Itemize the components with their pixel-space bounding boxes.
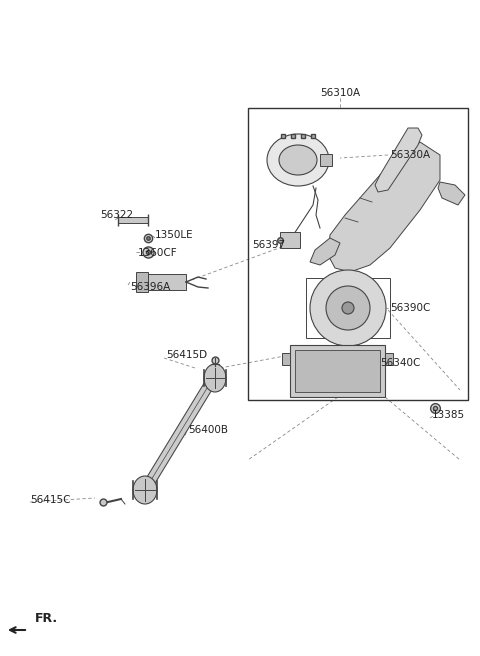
Bar xyxy=(320,154,332,166)
Ellipse shape xyxy=(204,364,226,392)
Text: 13385: 13385 xyxy=(432,410,465,420)
Bar xyxy=(385,353,393,365)
Text: 56397: 56397 xyxy=(252,240,285,250)
Bar xyxy=(136,272,148,292)
Text: 56330A: 56330A xyxy=(390,150,430,160)
Bar xyxy=(148,274,186,290)
Circle shape xyxy=(342,302,354,314)
Polygon shape xyxy=(328,142,440,272)
Circle shape xyxy=(310,270,386,346)
Text: 56415C: 56415C xyxy=(30,495,71,505)
Ellipse shape xyxy=(133,476,157,504)
Text: 56390C: 56390C xyxy=(390,303,431,313)
Ellipse shape xyxy=(279,145,317,175)
Bar xyxy=(248,108,468,400)
Ellipse shape xyxy=(267,134,329,186)
Polygon shape xyxy=(310,238,340,265)
Bar xyxy=(290,345,385,397)
Bar xyxy=(295,350,380,392)
Polygon shape xyxy=(438,182,465,205)
Bar xyxy=(118,217,148,223)
Circle shape xyxy=(326,286,370,330)
Text: 56400B: 56400B xyxy=(188,425,228,435)
Text: FR.: FR. xyxy=(35,611,58,625)
Polygon shape xyxy=(141,373,219,493)
Text: 1350LE: 1350LE xyxy=(155,230,193,240)
Text: 56415D: 56415D xyxy=(166,350,207,360)
Text: 56396A: 56396A xyxy=(130,282,170,292)
Bar xyxy=(306,278,390,338)
Bar xyxy=(280,232,300,248)
Text: 56310A: 56310A xyxy=(320,88,360,98)
Polygon shape xyxy=(375,128,422,192)
Text: 1360CF: 1360CF xyxy=(138,248,178,258)
Text: 56322: 56322 xyxy=(100,210,133,220)
Bar xyxy=(282,353,290,365)
Text: 56340C: 56340C xyxy=(380,358,420,368)
